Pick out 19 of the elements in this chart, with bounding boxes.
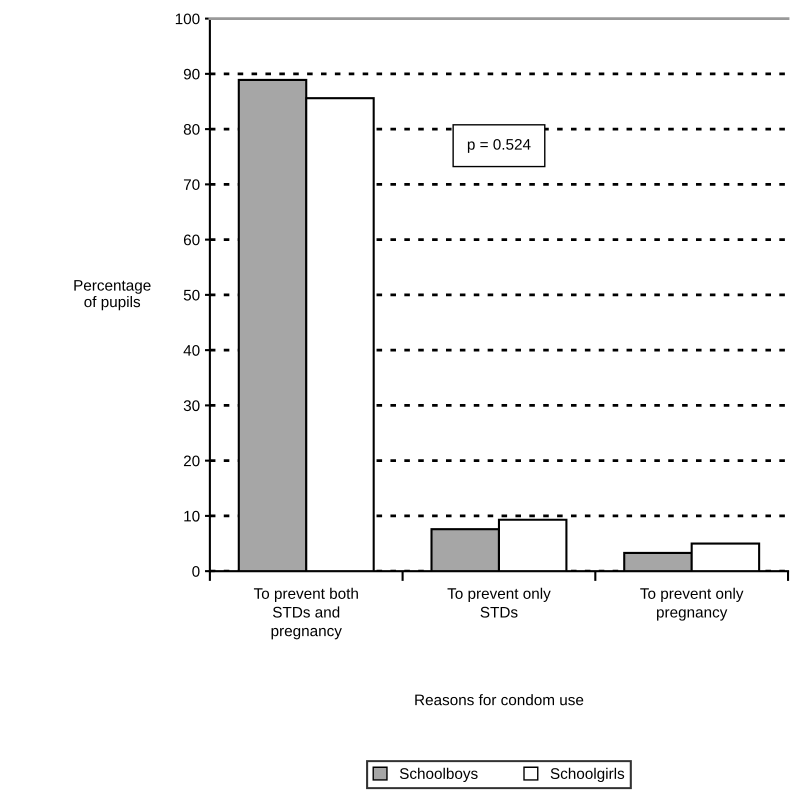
y-tick-label: 70 bbox=[184, 179, 200, 190]
y-tick-label: 40 bbox=[184, 345, 200, 356]
y-tick-label: 90 bbox=[184, 68, 200, 80]
legend-label: Schoolboys bbox=[400, 768, 478, 782]
y-tick-label: 10 bbox=[184, 510, 200, 522]
y-tick-label: 30 bbox=[184, 400, 200, 412]
y-tick-label: 80 bbox=[184, 124, 200, 135]
y-tick-label: 20 bbox=[184, 456, 200, 466]
x-tick-label: To prevent only pregnancy bbox=[640, 588, 744, 621]
y-tick-label: 0 bbox=[192, 566, 200, 577]
y-axis-title: Percentage of pupils bbox=[74, 280, 151, 310]
legend-label: Schoolgirls bbox=[550, 768, 624, 782]
y-tick-label: 100 bbox=[176, 13, 200, 24]
y-tick-label: 50 bbox=[184, 290, 200, 301]
x-tick-label: To prevent only STDs bbox=[448, 588, 551, 618]
x-axis-title: Reasons for condom use bbox=[415, 694, 584, 706]
x-tick-label: To prevent both STDs and pregnancy bbox=[254, 588, 358, 640]
annotation: p = 0.524 bbox=[468, 138, 531, 153]
y-tick-label: 60 bbox=[184, 234, 200, 246]
